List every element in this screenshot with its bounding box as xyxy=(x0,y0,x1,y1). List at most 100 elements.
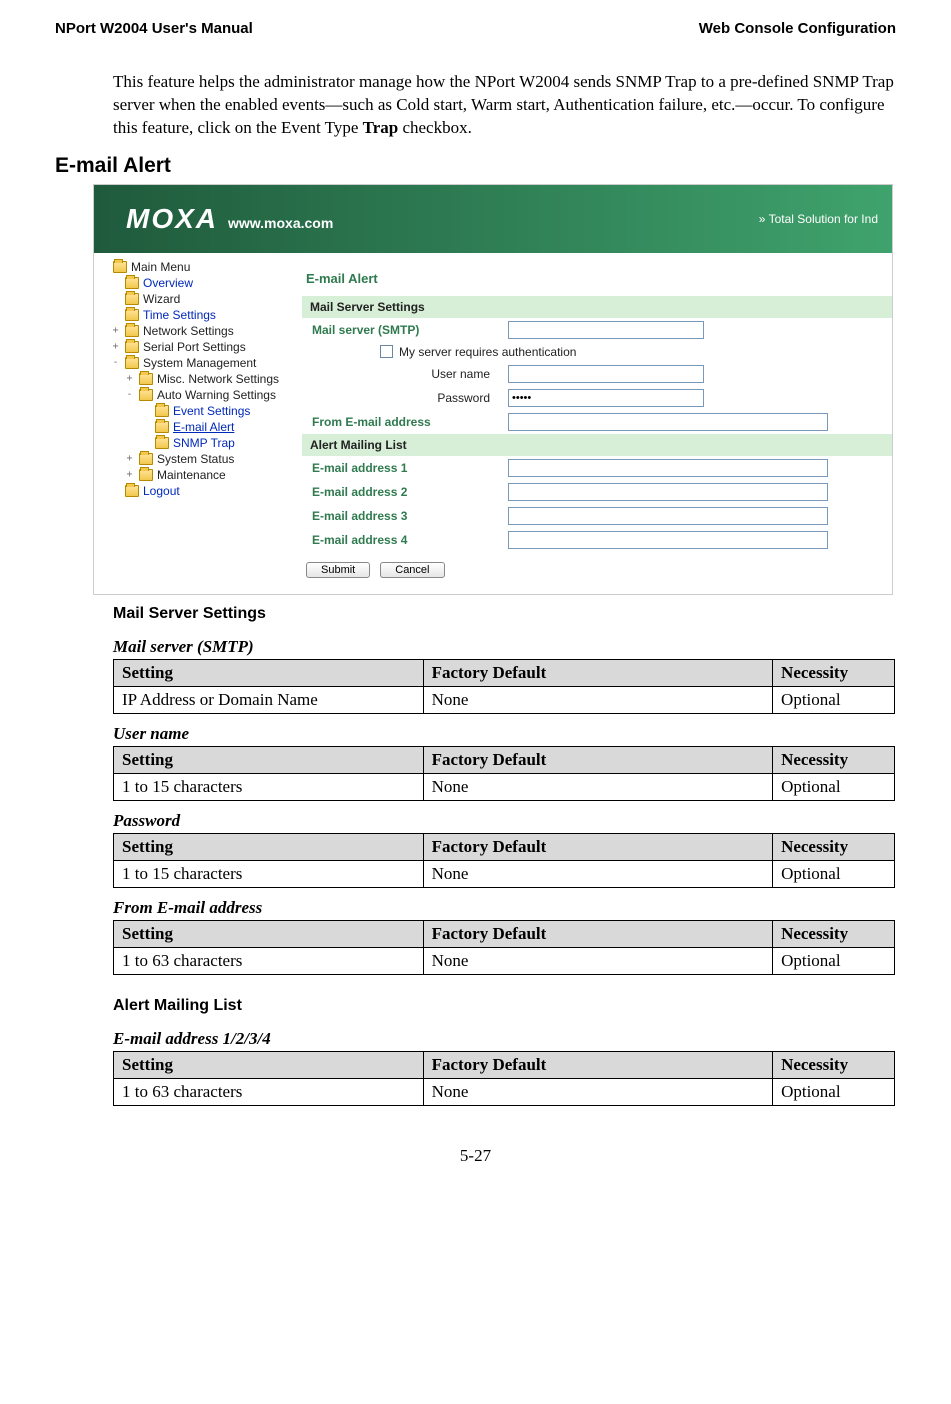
label-username: User name xyxy=(302,367,508,381)
banner-tagline: » Total Solution for Ind xyxy=(759,212,878,226)
spec-cell: Optional xyxy=(773,686,895,713)
spec-table: SettingFactory DefaultNecessity1 to 63 c… xyxy=(113,1051,895,1106)
spec-cell: None xyxy=(423,860,772,887)
tree-label[interactable]: Time Settings xyxy=(143,308,216,322)
spec-cell: Optional xyxy=(773,860,895,887)
spec-cell: IP Address or Domain Name xyxy=(114,686,424,713)
from-input[interactable] xyxy=(508,413,828,431)
form-title: E-mail Alert xyxy=(302,265,892,296)
tree-toggle-icon[interactable]: - xyxy=(124,389,135,400)
tree-item-e-mail-alert[interactable]: E-mail Alert xyxy=(98,419,282,435)
folder-icon xyxy=(139,453,153,465)
folder-icon xyxy=(113,261,127,273)
folder-icon xyxy=(139,389,153,401)
logo-url: www.moxa.com xyxy=(228,215,333,231)
tree-label[interactable]: Overview xyxy=(143,276,193,290)
folder-icon xyxy=(155,437,169,449)
tree-label[interactable]: Event Settings xyxy=(173,404,250,418)
tree-label[interactable]: Logout xyxy=(143,484,180,498)
spec-cell: None xyxy=(423,947,772,974)
spec-col-header: Setting xyxy=(114,746,424,773)
tree-label[interactable]: SNMP Trap xyxy=(173,436,235,450)
tree-label[interactable]: E-mail Alert xyxy=(173,420,234,434)
cancel-button[interactable]: Cancel xyxy=(380,562,444,578)
email-address-1-input[interactable] xyxy=(508,459,828,477)
tree-item-system-status: + System Status xyxy=(98,451,282,467)
heading-mail-server-settings: Mail Server Settings xyxy=(113,605,896,623)
tree-toggle-icon[interactable]: + xyxy=(110,341,121,352)
spec-col-header: Necessity xyxy=(773,746,895,773)
spec-col-header: Necessity xyxy=(773,920,895,947)
tree-toggle-icon[interactable]: + xyxy=(124,453,135,464)
tree-item-wizard: Wizard xyxy=(98,291,282,307)
username-input[interactable] xyxy=(508,365,704,383)
spec-table: SettingFactory DefaultNecessity 1 to 15 c… xyxy=(113,746,895,801)
tree-item-snmp-trap[interactable]: SNMP Trap xyxy=(98,435,282,451)
spec-cell: 1 to 63 characters xyxy=(114,1078,424,1105)
screenshot-banner: MOXA www.moxa.com » Total Solution for I… xyxy=(94,185,892,253)
email-address-4-input[interactable] xyxy=(508,531,828,549)
tree-toggle-icon[interactable]: + xyxy=(124,373,135,384)
spec-cell: None xyxy=(423,773,772,800)
page-number: 5-27 xyxy=(55,1146,896,1166)
folder-icon xyxy=(139,373,153,385)
folder-icon xyxy=(139,469,153,481)
spec-col-header: Setting xyxy=(114,920,424,947)
tree-label: Maintenance xyxy=(157,468,226,482)
spec-col-header: Factory Default xyxy=(423,833,772,860)
spec-cell: None xyxy=(423,686,772,713)
spec-col-header: Setting xyxy=(114,1051,424,1078)
label-password: Password xyxy=(302,391,508,405)
spec-cell: 1 to 15 characters xyxy=(114,773,424,800)
tree-label: System Management xyxy=(143,356,256,370)
password-input[interactable] xyxy=(508,389,704,407)
smtp-input[interactable] xyxy=(508,321,704,339)
email-address-2-input[interactable] xyxy=(508,483,828,501)
label-auth: My server requires authentication xyxy=(399,345,576,359)
tree-item-logout[interactable]: Logout xyxy=(98,483,282,499)
tree-label: Auto Warning Settings xyxy=(157,388,276,402)
tree-toggle-icon[interactable]: + xyxy=(110,325,121,336)
tree-toggle-icon[interactable]: - xyxy=(110,357,121,368)
email-address-3-input[interactable] xyxy=(508,507,828,525)
tree-item-event-settings[interactable]: Event Settings xyxy=(98,403,282,419)
section-head-alert-list: Alert Mailing List xyxy=(302,434,892,456)
folder-icon xyxy=(155,405,169,417)
spec-title: From E-mail address xyxy=(113,898,896,918)
spec-cell: 1 to 15 characters xyxy=(114,860,424,887)
label-email-address-4: E-mail address 4 xyxy=(302,533,508,547)
spec-title: Mail server (SMTP) xyxy=(113,637,896,657)
tree-toggle-icon[interactable]: + xyxy=(124,469,135,480)
label-email-address-2: E-mail address 2 xyxy=(302,485,508,499)
folder-icon xyxy=(125,357,139,369)
spec-col-header: Factory Default xyxy=(423,1051,772,1078)
intro-paragraph: This feature helps the administrator man… xyxy=(113,71,896,140)
spec-title: E-mail address 1/2/3/4 xyxy=(113,1029,896,1049)
submit-button[interactable]: Submit xyxy=(306,562,370,578)
spec-col-header: Necessity xyxy=(773,659,895,686)
spec-title: User name xyxy=(113,724,896,744)
spec-col-header: Setting xyxy=(114,833,424,860)
tree-label: Misc. Network Settings xyxy=(157,372,279,386)
spec-table: SettingFactory DefaultNecessity1 to 63 c… xyxy=(113,920,895,975)
spec-title: Password xyxy=(113,811,896,831)
tree-item-network-settings: + Network Settings xyxy=(98,323,282,339)
tree-label: Wizard xyxy=(143,292,180,306)
tree-label: System Status xyxy=(157,452,234,466)
tree-item-overview[interactable]: Overview xyxy=(98,275,282,291)
heading-alert-mailing-list: Alert Mailing List xyxy=(113,997,896,1015)
tree-item-main-menu: Main Menu xyxy=(98,259,282,275)
tree-label: Network Settings xyxy=(143,324,234,338)
spec-cell: Optional xyxy=(773,947,895,974)
spec-cell: Optional xyxy=(773,1078,895,1105)
auth-checkbox[interactable] xyxy=(380,345,393,358)
label-email-address-3: E-mail address 3 xyxy=(302,509,508,523)
screenshot-container: MOXA www.moxa.com » Total Solution for I… xyxy=(93,184,893,595)
spec-table: SettingFactory DefaultNecessity1 to 15 c… xyxy=(113,833,895,888)
folder-icon xyxy=(125,485,139,497)
tree-item-time-settings[interactable]: Time Settings xyxy=(98,307,282,323)
spec-col-header: Factory Default xyxy=(423,746,772,773)
folder-icon xyxy=(155,421,169,433)
spec-table: SettingFactory DefaultNecessityIP Addres… xyxy=(113,659,895,714)
folder-icon xyxy=(125,277,139,289)
